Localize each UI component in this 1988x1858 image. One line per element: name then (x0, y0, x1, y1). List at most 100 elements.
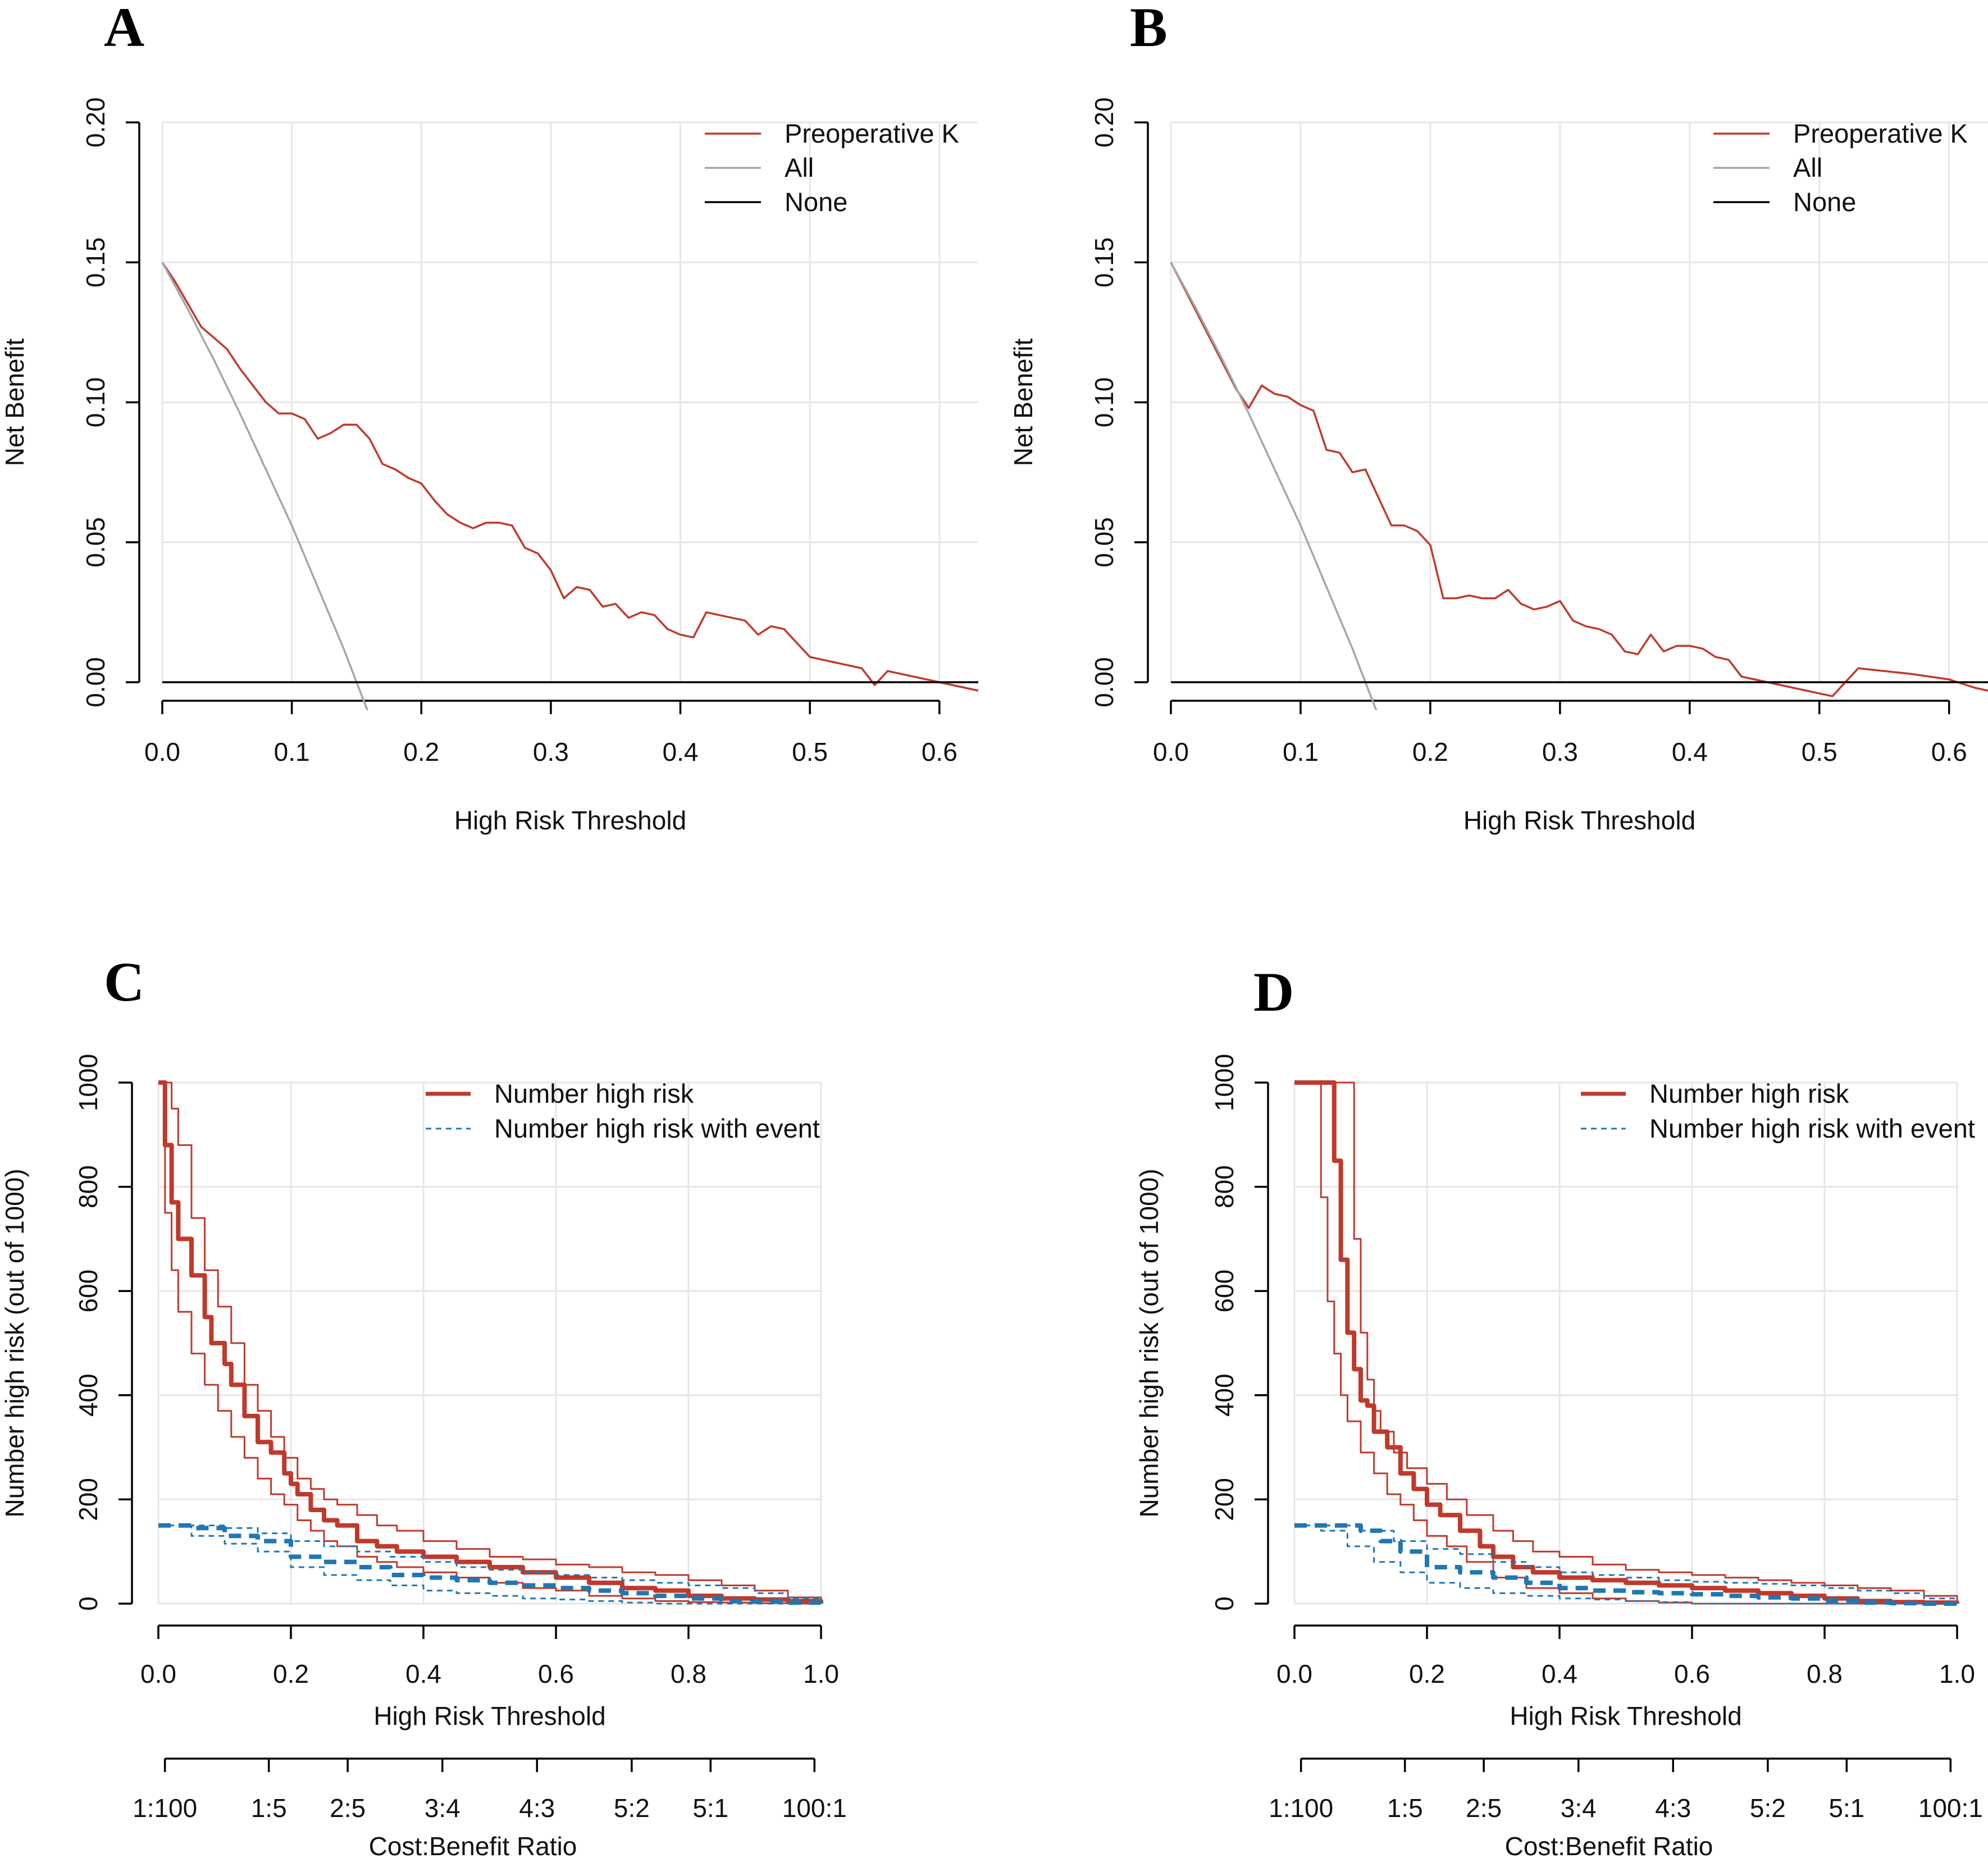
pd-y-tick-label-3: 600 (1210, 1270, 1239, 1313)
panel-a-chart: 0.0 0.1 0.2 0.3 0.4 0.5 0.6 High Risk Threshold… (0, 97, 979, 835)
pb-x-tick-label-3: 0.3 (1542, 737, 1578, 766)
pd-x-tick-label-2: 0.4 (1542, 1659, 1577, 1688)
pd-cb-tick-label-3: 3:4 (1561, 1793, 1597, 1823)
pc-cb-axis-title: Cost:Benefit Ratio (369, 1832, 577, 1858)
pa-y-tick-label-3: 0.15 (81, 237, 110, 287)
pd-x-tick-label-3: 0.6 (1674, 1659, 1710, 1688)
pb-y-tick-label-2: 0.10 (1089, 377, 1119, 428)
pb-x-tick-label-4: 0.4 (1672, 737, 1708, 766)
pc-series-number-high-risk-upper (158, 1081, 822, 1604)
pd-series-number-high-risk-upper (1294, 1081, 1958, 1604)
pd-y-tick-label-4: 800 (1210, 1165, 1239, 1208)
pd-series-number-high-risk-with-event-lower (1294, 1524, 1957, 1605)
pc-x-tick-label-1: 0.2 (273, 1659, 309, 1688)
pc-series-number-high-risk-with-event (158, 1523, 823, 1605)
pa-series-preoperative-k (161, 262, 979, 692)
pa-x-tick-label-5: 0.5 (792, 737, 828, 766)
pb-x-tick-label-1: 0.1 (1283, 737, 1319, 766)
pb-y-tick-label-3: 0.15 (1089, 237, 1119, 287)
pd-y-tick-label-5: 1000 (1210, 1054, 1239, 1111)
pd-x-tick-label-5: 1.0 (1939, 1659, 1975, 1688)
pb-x-tick-label-2: 0.2 (1412, 737, 1448, 766)
pa-legend-label-1: All (785, 153, 814, 182)
pd-legend-label-1: Number high risk with event (1649, 1113, 1975, 1143)
pc-y-tick-label-1: 200 (74, 1478, 103, 1521)
pa-x-tick-label-4: 0.4 (663, 737, 699, 766)
pc-x-tick-label-3: 0.6 (538, 1659, 574, 1688)
pc-y-tick-label-3: 600 (74, 1270, 103, 1313)
pc-y-tick-label-5: 1000 (74, 1054, 103, 1111)
pd-series-number-high-risk-lower (1294, 1081, 1957, 1605)
panel-label-d: D (1253, 961, 1294, 1023)
pc-series-number-high-risk-with-event-upper (158, 1524, 822, 1604)
panel-label-b: B (1130, 0, 1168, 58)
pc-cb-tick-label-0: 1:100 (133, 1793, 197, 1823)
pc-y-axis-title: Number high risk (out of 1000) (0, 1168, 29, 1517)
pc-x-tick-label-4: 0.8 (671, 1659, 706, 1688)
pb-x-tick-label-0: 0.0 (1153, 737, 1189, 766)
pd-y-axis-title: Number high risk (out of 1000) (1134, 1168, 1164, 1517)
panel-label-c: C (104, 951, 144, 1013)
pb-series-preoperative-k (1170, 262, 1988, 697)
pb-legend-label-1: All (1793, 153, 1822, 182)
pd-x-tick-label-1: 0.2 (1409, 1659, 1445, 1688)
pd-cb-tick-label-0: 1:100 (1269, 1793, 1333, 1823)
pa-x-tick-label-1: 0.1 (274, 737, 310, 766)
pc-y-tick-label-0: 0 (74, 1596, 103, 1611)
pd-cb-tick-label-6: 5:1 (1829, 1793, 1864, 1823)
pb-x-axis-title: High Risk Threshold (1463, 806, 1695, 835)
pb-x-tick-label-5: 0.5 (1802, 737, 1837, 766)
pd-cb-tick-label-5: 5:2 (1750, 1793, 1786, 1823)
pb-legend-label-2: None (1793, 187, 1856, 217)
pc-cb-tick-label-4: 4:3 (519, 1793, 555, 1823)
pd-cb-tick-label-2: 2:5 (1466, 1793, 1502, 1823)
pc-y-tick-label-2: 400 (74, 1373, 103, 1417)
pd-y-tick-label-1: 200 (1210, 1478, 1239, 1521)
pd-x-tick-label-0: 0.0 (1276, 1659, 1312, 1688)
pa-y-tick-label-2: 0.10 (81, 377, 110, 428)
pc-cb-tick-label-5: 5:2 (614, 1793, 650, 1823)
pd-series-number-high-risk-with-event-upper (1294, 1524, 1958, 1604)
panel-label-a: A (104, 0, 144, 58)
pd-x-axis-title: High Risk Threshold (1510, 1701, 1741, 1731)
pc-series-number-high-risk-with-event-lower (158, 1524, 821, 1605)
pc-x-tick-label-5: 1.0 (803, 1659, 839, 1688)
pd-cb-tick-label-7: 100:1 (1918, 1793, 1983, 1823)
pd-series-number-high-risk-with-event (1294, 1523, 1957, 1606)
pd-cb-axis-title: Cost:Benefit Ratio (1505, 1832, 1713, 1858)
pa-x-tick-label-3: 0.3 (533, 737, 569, 766)
pd-x-tick-label-4: 0.8 (1807, 1659, 1843, 1688)
pc-cb-tick-label-6: 5:1 (692, 1793, 728, 1823)
pc-x-axis-title: High Risk Threshold (373, 1701, 605, 1731)
pb-y-tick-label-0: 0.00 (1089, 657, 1119, 707)
pa-series-all (161, 262, 369, 710)
pa-y-axis-title: Net Benefit (0, 338, 29, 466)
pc-series-number-high-risk (158, 1080, 823, 1604)
pc-series-number-high-risk-lower (158, 1081, 821, 1605)
pc-x-tick-label-0: 0.0 (140, 1659, 176, 1688)
pa-legend-label-2: None (785, 187, 847, 217)
pb-legend-label-0: Preoperative K (1793, 118, 1968, 148)
pd-y-tick-label-2: 400 (1210, 1373, 1239, 1417)
pa-legend-label-0: Preoperative K (785, 118, 959, 148)
pa-x-tick-label-0: 0.0 (144, 737, 180, 766)
panel-c-chart: 0.0 0.2 0.4 0.6 0.8 1.0 High Risk Threshold 0 20… (0, 1054, 847, 1858)
pb-x-tick-label-6: 0.6 (1931, 737, 1967, 766)
pa-y-tick-label-0: 0.00 (81, 657, 110, 707)
pa-x-tick-label-2: 0.2 (403, 737, 439, 766)
pc-cb-tick-label-1: 1:5 (251, 1793, 287, 1823)
pc-y-tick-label-4: 800 (74, 1165, 103, 1208)
panel-d-chart: 0.0 0.2 0.4 0.6 0.8 1.0 High Risk Threshold 0 20… (1134, 1054, 1983, 1858)
pa-y-tick-label-4: 0.20 (81, 97, 110, 148)
pc-cb-tick-label-2: 2:5 (330, 1793, 366, 1823)
pc-cb-tick-label-3: 3:4 (425, 1793, 460, 1823)
pa-x-axis-title: High Risk Threshold (454, 806, 686, 835)
pa-y-tick-label-1: 0.05 (81, 517, 110, 568)
pc-x-tick-label-2: 0.4 (405, 1659, 441, 1688)
pa-x-tick-label-6: 0.6 (922, 737, 957, 766)
pc-cb-tick-label-7: 100:1 (782, 1793, 847, 1823)
pd-legend-label-0: Number high risk (1649, 1079, 1849, 1108)
pd-cb-tick-label-4: 4:3 (1655, 1793, 1691, 1823)
pc-legend-label-0: Number high risk (494, 1079, 694, 1108)
